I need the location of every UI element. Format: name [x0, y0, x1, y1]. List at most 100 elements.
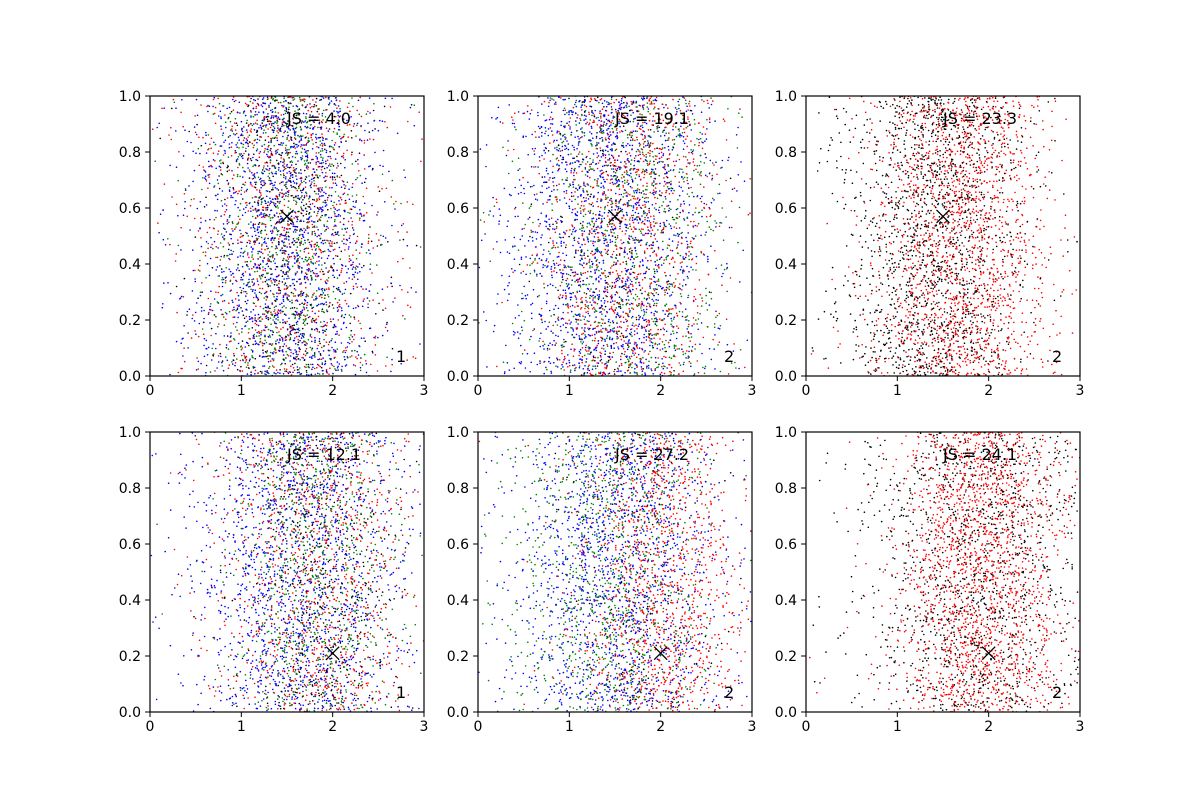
scatter-point-series-3	[250, 349, 253, 351]
scatter-point-series-4	[305, 369, 308, 372]
scatter-point-series-1	[346, 346, 349, 348]
scatter-point-series-1	[255, 158, 257, 161]
scatter-point-series-1	[658, 284, 660, 287]
scatter-point-series-2	[307, 166, 310, 168]
scatter-point-series-3	[274, 166, 277, 169]
scatter-point-series-2	[271, 154, 274, 157]
scatter-point-series-2	[536, 193, 538, 195]
scatter-point-series-1	[279, 303, 281, 306]
scatter-point-series-1	[369, 252, 371, 255]
scatter-point-series-1	[293, 240, 296, 242]
scatter-point-series-1	[236, 307, 239, 310]
scatter-point-series-1	[231, 363, 234, 365]
scatter-point-series-3	[332, 307, 335, 309]
scatter-point-series-1	[357, 99, 360, 102]
scatter-point-series-1	[618, 370, 620, 372]
scatter-point-series-1	[223, 299, 226, 302]
scatter-point-series-1	[263, 342, 266, 345]
scatter-point-series-2	[222, 154, 225, 156]
scatter-point-series-3	[691, 191, 693, 194]
scatter-point-series-3	[243, 283, 245, 285]
scatter-point-series-2	[183, 347, 185, 350]
scatter-point-series-1	[636, 201, 638, 204]
scatter-point-series-4	[307, 162, 310, 164]
scatter-point-series-4	[572, 292, 574, 294]
scatter-point-series-2	[333, 127, 336, 130]
scatter-point-series-3	[596, 141, 598, 144]
scatter-point-series-1	[312, 126, 315, 129]
scatter-point-series-1	[592, 294, 594, 297]
scatter-point-series-1	[307, 141, 309, 144]
scatter-point-series-1	[305, 144, 307, 146]
scatter-point-series-2	[409, 267, 411, 269]
scatter-point-series-1	[252, 226, 255, 229]
scatter-point-series-1	[186, 140, 189, 143]
scatter-point-series-2	[249, 109, 252, 112]
scatter-point-series-1	[382, 165, 384, 168]
scatter-point-series-2	[307, 252, 310, 254]
scatter-point-series-3	[285, 259, 287, 262]
scatter-point-series-1	[309, 203, 312, 206]
scatter-point-series-3	[259, 276, 261, 278]
scatter-point-series-4	[340, 174, 343, 177]
scatter-point-series-1	[269, 149, 272, 152]
scatter-point-series-3	[257, 250, 260, 253]
scatter-point-series-1	[285, 183, 287, 186]
scatter-point-series-2	[599, 351, 601, 354]
scatter-point-series-1	[162, 209, 164, 211]
scatter-point-series-1	[613, 282, 616, 284]
scatter-point-series-2	[236, 291, 238, 294]
scatter-point-series-3	[632, 322, 634, 324]
scatter-point-series-1	[273, 226, 276, 228]
scatter-point-series-3	[581, 153, 583, 155]
scatter-point-series-1	[341, 309, 343, 312]
scatter-point-series-2	[207, 149, 209, 151]
scatter-point-series-1	[169, 164, 171, 167]
scatter-point-series-1	[318, 189, 320, 191]
scatter-point-series-4	[344, 187, 346, 190]
scatter-point-series-3	[328, 98, 330, 100]
scatter-point-series-1	[322, 357, 324, 359]
scatter-point-series-3	[611, 202, 614, 205]
scatter-point-series-1	[368, 165, 370, 168]
scatter-point-series-3	[287, 223, 289, 225]
scatter-point-series-2	[260, 136, 263, 138]
scatter-point-series-1	[629, 144, 631, 147]
scatter-point-series-3	[329, 349, 331, 352]
scatter-point-series-2	[320, 346, 323, 349]
scatter-point-series-1	[366, 139, 369, 141]
scatter-point-series-1	[207, 110, 209, 113]
scatter-point-series-1	[547, 265, 549, 267]
scatter-point-series-1	[366, 297, 369, 299]
scatter-point-series-3	[237, 215, 240, 218]
scatter-point-series-2	[250, 128, 253, 130]
scatter-point-series-4	[291, 307, 294, 309]
scatter-point-series-1	[297, 145, 300, 147]
scatter-point-series-1	[332, 372, 334, 375]
scatter-point-series-1	[325, 192, 327, 195]
scatter-point-series-2	[243, 191, 246, 193]
scatter-point-series-3	[283, 176, 285, 179]
scatter-point-series-3	[219, 160, 221, 162]
scatter-point-series-3	[222, 245, 225, 248]
scatter-point-series-1	[686, 105, 688, 108]
scatter-point-series-4	[297, 257, 299, 260]
scatter-point-series-1	[300, 172, 302, 175]
scatter-point-series-1	[262, 365, 264, 367]
scatter-point-series-4	[312, 158, 314, 161]
scatter-point-series-4	[281, 252, 284, 254]
scatter-point-series-2	[297, 353, 300, 356]
scatter-point-series-3	[244, 250, 246, 253]
scatter-point-series-2	[326, 175, 328, 178]
scatter-point-series-1	[335, 351, 337, 353]
scatter-point-series-1	[282, 296, 285, 299]
scatter-point-series-3	[304, 162, 307, 165]
scatter-point-series-2	[338, 176, 341, 179]
scatter-point-series-1	[269, 179, 272, 182]
scatter-point-series-1	[267, 305, 269, 308]
scatter-point-series-1	[336, 361, 339, 363]
scatter-point-series-2	[271, 114, 273, 117]
scatter-point-series-1	[688, 271, 690, 273]
scatter-point-series-2	[656, 222, 658, 224]
scatter-point-series-3	[507, 172, 510, 175]
